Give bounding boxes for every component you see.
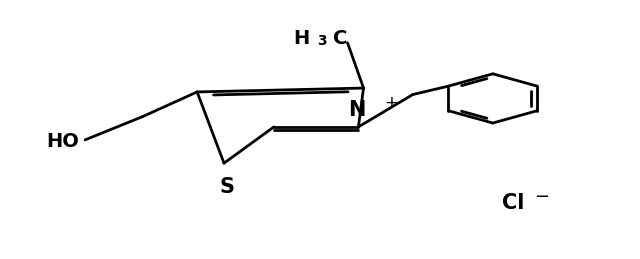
Text: −: − [534,188,550,206]
Text: C: C [333,29,348,48]
Text: HO: HO [46,132,79,151]
Text: Cl: Cl [502,193,525,213]
Text: S: S [220,177,235,197]
Text: N: N [348,100,366,120]
Text: H: H [293,29,309,48]
Text: +: + [385,94,399,112]
Text: 3: 3 [317,34,327,48]
